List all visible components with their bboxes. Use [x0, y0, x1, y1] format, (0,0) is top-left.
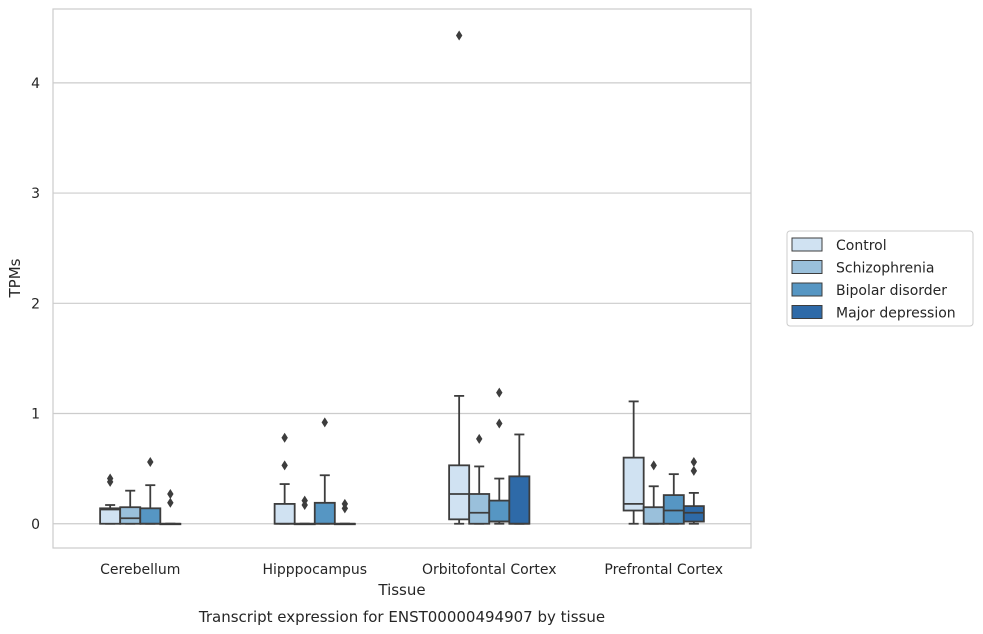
legend-swatch	[791, 305, 823, 319]
box	[119, 506, 142, 525]
box-plot	[468, 433, 491, 525]
box-plot	[159, 488, 182, 526]
box-plot	[622, 400, 645, 525]
x-axis-title: Tissue	[377, 581, 425, 599]
y-tick-label: 2	[31, 296, 40, 312]
legend-swatch	[791, 260, 823, 274]
outlier-point	[147, 457, 154, 468]
box	[622, 456, 645, 512]
outlier-point	[281, 432, 288, 443]
box-plot	[682, 457, 705, 525]
outlier-point	[341, 498, 349, 509]
x-tick-label: Orbitofontal Cortex	[422, 562, 557, 578]
outlier-point	[106, 473, 114, 484]
outlier-point	[650, 460, 657, 471]
box	[448, 464, 471, 521]
y-tick-label: 0	[31, 517, 40, 533]
outlier-point	[455, 30, 463, 41]
y-tick-label: 4	[31, 76, 40, 92]
box	[662, 494, 685, 525]
box-plot	[333, 498, 356, 526]
box-plot	[293, 495, 316, 526]
outlier-point	[476, 433, 483, 444]
box	[273, 503, 296, 525]
legend-swatch	[791, 237, 823, 252]
x-tick-labels: Cerebellum Hipppocampus Orbitofontal Corte…	[100, 562, 723, 578]
box	[682, 505, 705, 523]
box-plot	[139, 457, 162, 525]
box-plot	[273, 432, 296, 525]
outlier-point	[321, 417, 328, 428]
box-plot	[448, 30, 471, 525]
box-plot	[119, 489, 142, 525]
outlier-point	[496, 387, 503, 398]
outlier-point	[301, 495, 308, 506]
box-plot	[313, 417, 336, 525]
outlier-point	[167, 488, 174, 499]
box-plots	[99, 30, 705, 526]
y-tick-label: 3	[31, 186, 40, 202]
box	[508, 475, 531, 525]
legend: Control Schizophrenia Bipolar disorder Majo…	[786, 230, 974, 327]
legend-items: Control Schizophrenia Bipolar disorder Majo…	[791, 237, 956, 322]
box-plot	[508, 433, 531, 525]
box	[313, 501, 336, 525]
chart-caption: Transcript expression for ENST0000049490…	[198, 608, 605, 626]
legend-label: Major depression	[836, 306, 956, 322]
legend-label: Control	[836, 238, 887, 254]
box	[488, 499, 511, 523]
plot-frame	[52, 8, 752, 549]
legend-frame	[786, 230, 974, 327]
box	[139, 507, 162, 525]
legend-label: Schizophrenia	[836, 261, 934, 277]
legend-swatch	[791, 282, 823, 297]
box	[99, 507, 122, 525]
box	[642, 506, 665, 525]
legend-label: Bipolar disorder	[836, 283, 947, 299]
box-plot	[488, 387, 511, 525]
box-plot	[99, 473, 122, 525]
y-axis-title: TPMs	[6, 258, 24, 298]
outlier-point	[496, 418, 503, 429]
box-plot	[662, 473, 685, 525]
outlier-point	[690, 457, 698, 468]
box	[468, 493, 491, 525]
y-tick-label: 1	[31, 407, 40, 423]
outlier-point	[690, 465, 698, 476]
x-tick-label: Cerebellum	[100, 562, 180, 578]
outlier-point	[167, 497, 174, 508]
outlier-point	[281, 460, 288, 471]
x-tick-label: Prefrontal Cortex	[604, 562, 723, 578]
x-tick-label: Hipppocampus	[262, 562, 367, 578]
y-tick-labels: 0 1 2 3 4	[31, 76, 40, 533]
